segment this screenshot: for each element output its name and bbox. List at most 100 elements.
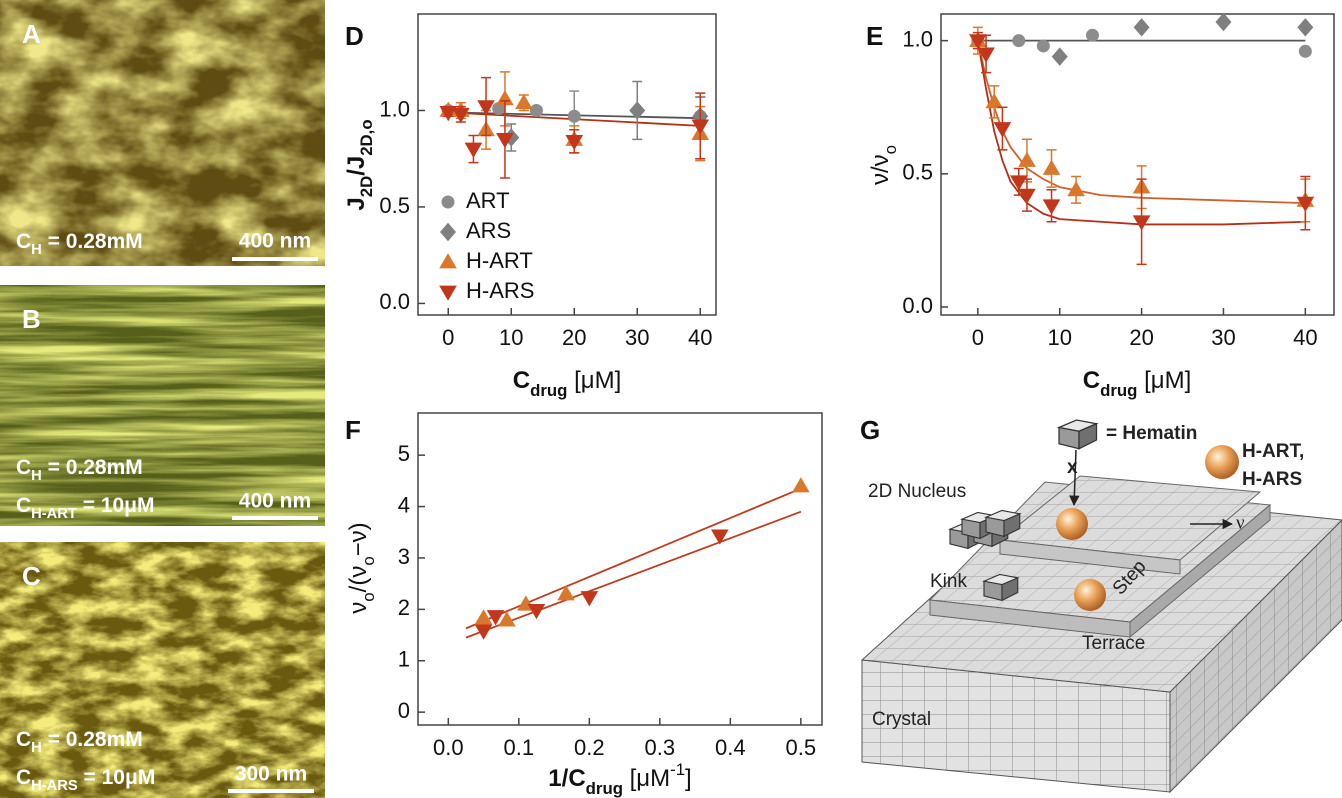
label-part: [μM] xyxy=(1137,367,1191,394)
label-part: 2D,o xyxy=(357,119,376,155)
data-point xyxy=(1134,18,1150,36)
velocity-label: ν xyxy=(1236,512,1245,533)
label-part: C xyxy=(16,456,31,479)
hematin-cube xyxy=(1059,420,1097,449)
label-part: H-ART xyxy=(31,506,77,522)
data-point xyxy=(1297,18,1313,36)
data-point xyxy=(1299,45,1312,58)
drug-molecule xyxy=(1074,579,1106,611)
scale-label: 400 nm xyxy=(239,230,311,253)
plot-frame xyxy=(418,14,716,315)
y-axis-label: J2D/J2D,o xyxy=(343,119,376,210)
label-part: o xyxy=(881,145,900,154)
fit-line xyxy=(466,512,801,638)
y-tick-label: 0 xyxy=(398,698,410,723)
data-point xyxy=(1043,160,1061,175)
data-point xyxy=(994,122,1012,137)
data-point xyxy=(711,529,729,544)
drug-molecule-legend xyxy=(1205,445,1239,479)
legend-marker xyxy=(440,223,456,241)
x-tick-label: 40 xyxy=(1293,325,1317,350)
x-tick-label: 0 xyxy=(972,325,984,350)
label-part: -1 xyxy=(670,760,685,779)
label-part: J xyxy=(343,197,370,210)
x-tick-label: 0.2 xyxy=(574,735,605,760)
label-part: H xyxy=(31,468,42,484)
label-part: C xyxy=(513,367,530,394)
drug-molecule xyxy=(1056,508,1088,540)
label-part: [μM] xyxy=(567,367,621,394)
hematin-label: = Hematin xyxy=(1106,423,1197,444)
afm-texture xyxy=(0,542,325,798)
label-part: o xyxy=(359,592,378,601)
panel-letter: D xyxy=(345,21,364,51)
label-part: = 0.28mM xyxy=(42,456,143,479)
data-point xyxy=(475,625,493,640)
x-tick-label: 10 xyxy=(1047,325,1071,350)
y-tick-label: 1 xyxy=(398,647,410,672)
data-point xyxy=(557,585,575,600)
data-point xyxy=(528,604,546,619)
scale-label: 400 nm xyxy=(239,490,311,513)
plot-frame xyxy=(941,14,1334,315)
data-point xyxy=(691,120,709,135)
data-point xyxy=(581,591,599,606)
x-tick-label: 40 xyxy=(688,325,712,350)
crystal-label: Crystal xyxy=(872,709,931,730)
panel-letter: G xyxy=(860,415,880,445)
fit-line xyxy=(466,489,801,629)
label-part: −ν) xyxy=(345,522,372,556)
data-point xyxy=(1043,199,1061,214)
label-part: [μM xyxy=(623,765,670,792)
legend-label: H-ART xyxy=(466,248,533,273)
data-point xyxy=(792,477,810,492)
label-part: H xyxy=(31,740,42,756)
panel-letter: A xyxy=(22,19,41,49)
x-axis-label: Cdrug [μM] xyxy=(513,367,621,400)
panel-letter: E xyxy=(866,21,883,51)
panel-letter: B xyxy=(22,304,41,334)
scale-label: 300 nm xyxy=(235,763,307,786)
y-axis-label: ν/νo xyxy=(867,145,900,185)
drug-label: H-ART, xyxy=(1242,441,1304,462)
x-tick-label: 0.1 xyxy=(504,735,535,760)
page: figure body { margin: 0; background: #ff… xyxy=(0,0,1342,798)
y-tick-label: 0.0 xyxy=(902,293,933,318)
data-point xyxy=(465,143,483,158)
nucleus-label: 2D Nucleus xyxy=(868,481,966,502)
label-part: drug xyxy=(1100,381,1137,400)
label-part: ν/ν xyxy=(867,154,894,185)
y-tick-label: 4 xyxy=(398,492,410,517)
data-point xyxy=(1052,47,1068,65)
data-point xyxy=(1215,13,1231,31)
y-tick-label: 0.5 xyxy=(379,193,410,218)
x-tick-label: 0 xyxy=(442,325,454,350)
legend-label: ART xyxy=(466,188,510,213)
x-tick-label: 0.4 xyxy=(715,735,746,760)
data-point xyxy=(1133,215,1151,230)
x-axis-label: 1/Cdrug [μM-1] xyxy=(548,760,691,798)
data-point xyxy=(1086,29,1099,42)
legend-label: ARS xyxy=(466,218,511,243)
label-part: drug xyxy=(530,381,567,400)
plot-frame xyxy=(418,413,822,725)
x-tick-label: 20 xyxy=(562,325,586,350)
x-tick-label: 0.5 xyxy=(786,735,817,760)
label-part: C xyxy=(16,494,31,517)
drug-label: H-ARS xyxy=(1242,469,1302,490)
data-point xyxy=(1037,39,1050,52)
y-tick-label: 2 xyxy=(398,595,410,620)
label-part: = 10μM xyxy=(78,766,156,789)
label-part: H-ARS xyxy=(31,778,78,794)
label-part: ν xyxy=(345,602,372,614)
label-part: H xyxy=(31,242,42,258)
x-tick-label: 0.3 xyxy=(645,735,676,760)
panel-letter: F xyxy=(345,415,361,445)
data-point xyxy=(515,94,533,109)
y-tick-label: 3 xyxy=(398,544,410,569)
y-tick-label: 5 xyxy=(398,441,410,466)
data-point xyxy=(1012,34,1025,47)
label-part: C xyxy=(1083,367,1100,394)
panel-letter: C xyxy=(22,561,41,591)
label-part: = 0.28mM xyxy=(42,728,143,751)
